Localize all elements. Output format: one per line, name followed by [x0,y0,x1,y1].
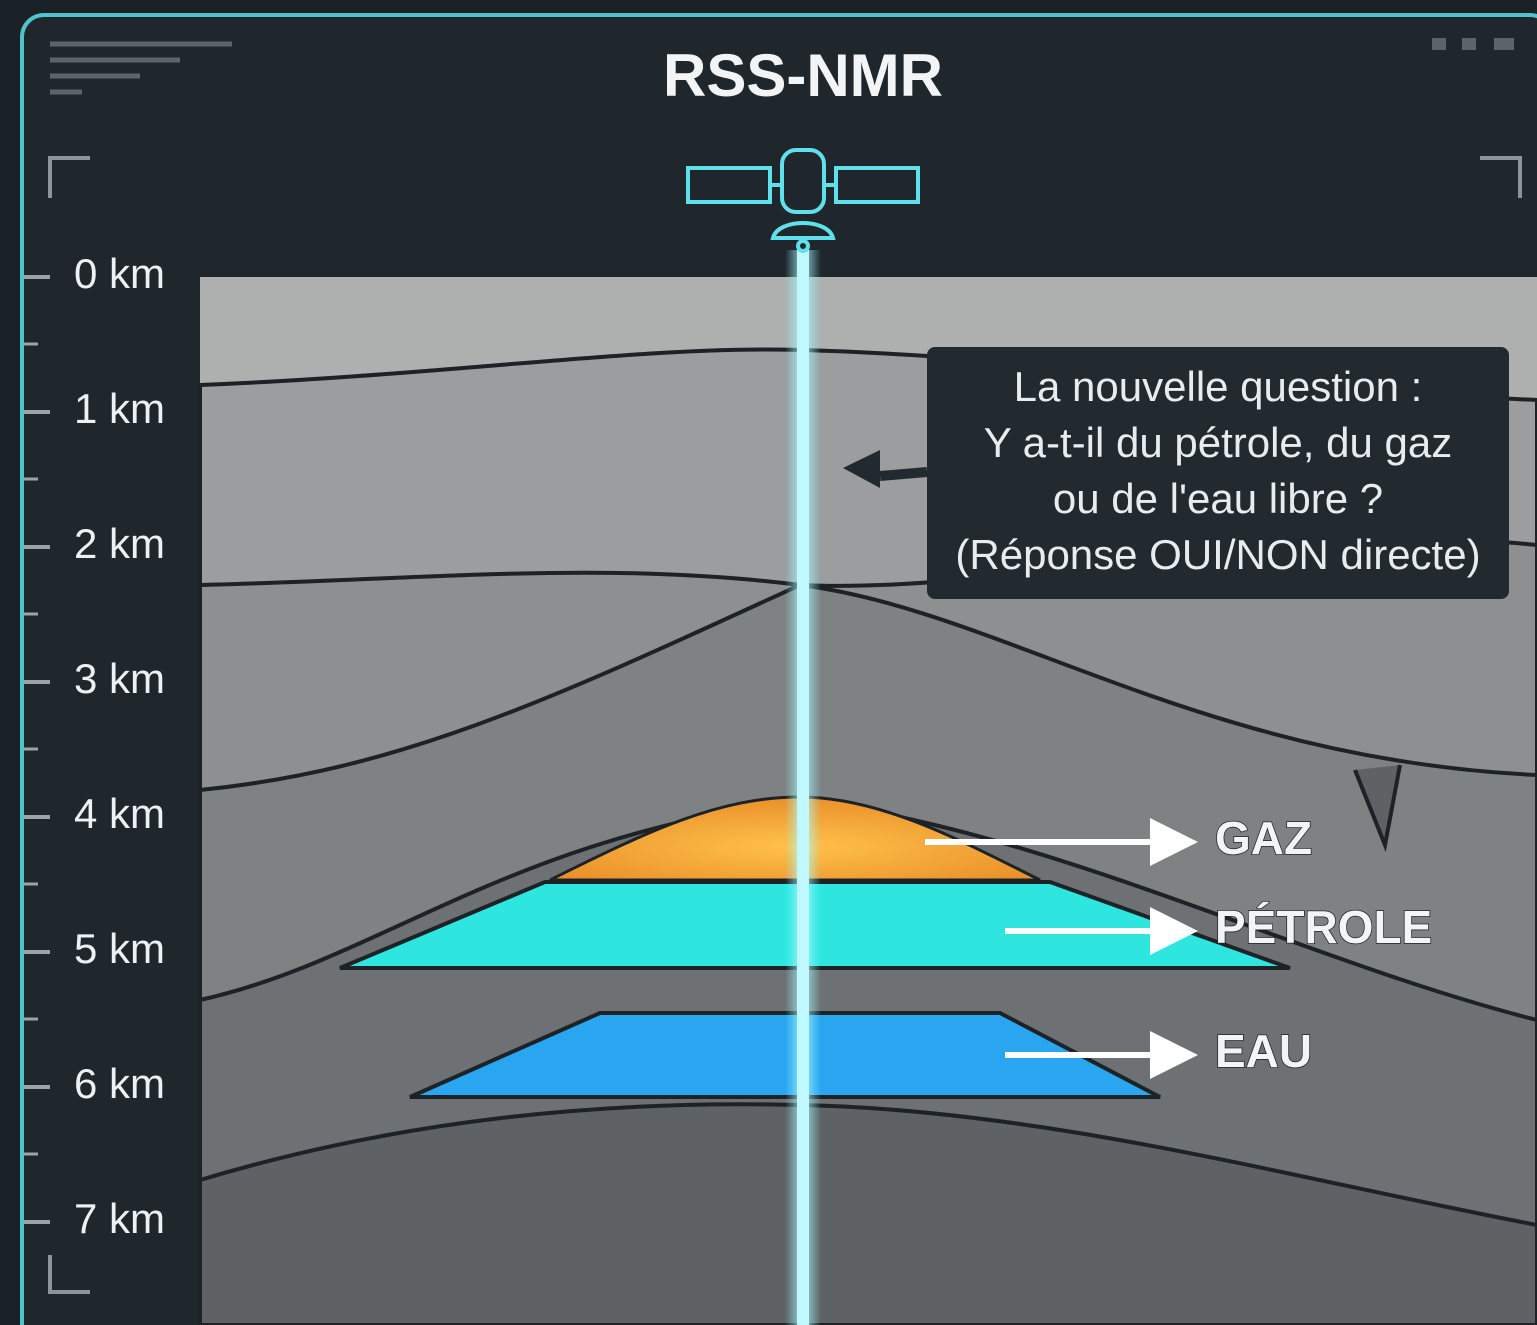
depth-label: 0 km [74,250,165,297]
callout-line: (Réponse OUI/NON directe) [955,531,1480,578]
callout-line: Y a-t-il du pétrole, du gaz [984,419,1453,466]
layer-label: EAU [1215,1025,1312,1077]
beam [797,250,809,1325]
page: RSS-NMR 0 km 1 km 2 km 3 km 4 km 5 km 6 km 7 km… [0,0,1537,1325]
callout-line: La nouvelle question : [1014,363,1423,410]
title: RSS-NMR [663,42,943,109]
layer-label: GAZ [1215,812,1312,864]
depth-label: 4 km [74,790,165,837]
depth-label: 6 km [74,1060,165,1107]
depth-label: 5 km [74,925,165,972]
depth-label: 1 km [74,385,165,432]
depth-label: 2 km [74,520,165,567]
depth-label: 7 km [74,1195,165,1242]
layer-label: PÉTROLE [1215,901,1432,953]
callout-line: ou de l'eau libre ? [1053,475,1383,522]
depth-label: 3 km [74,655,165,702]
window-dots [1432,38,1514,50]
